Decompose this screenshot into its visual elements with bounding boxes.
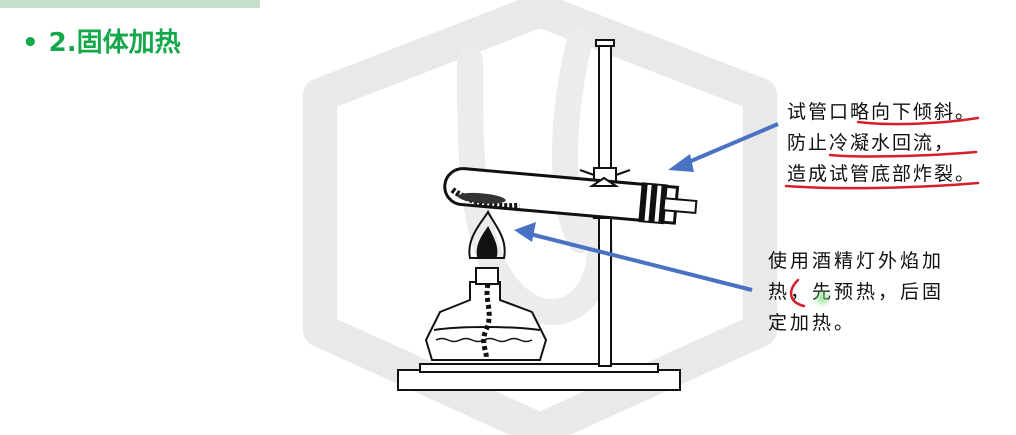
lamp-heating-note: 使用酒精灯外焰加 热，先预热，后固 定加热。 bbox=[768, 246, 944, 339]
arrows bbox=[514, 122, 779, 292]
clamp-boss bbox=[579, 167, 631, 183]
section-heading: • 2.固体加热 bbox=[22, 26, 181, 60]
stand-base bbox=[397, 363, 681, 391]
top-title-remnant bbox=[0, 0, 260, 8]
flame bbox=[468, 209, 506, 259]
tube-note-line-1: 试管口略向下倾斜。 bbox=[787, 101, 977, 123]
lamp-note-line-3: 定加热。 bbox=[768, 312, 857, 334]
tube-note-line-2: 防止冷凝水回流， bbox=[787, 132, 956, 154]
pointer-dot bbox=[812, 288, 832, 308]
alcohol-lamp bbox=[424, 267, 548, 361]
test-tube bbox=[443, 167, 698, 225]
lamp-note-line-1: 使用酒精灯外焰加 bbox=[768, 250, 945, 272]
lamp-note-line-2: 热，先预热，后固 bbox=[768, 281, 945, 303]
clamp-jaws bbox=[588, 176, 620, 187]
tube-angle-note: 试管口略向下倾斜。 防止冷凝水回流， 造成试管底部炸裂。 bbox=[787, 97, 976, 190]
heading-text: 2.固体加热 bbox=[48, 28, 181, 58]
heading-bullet: • bbox=[22, 28, 39, 58]
tube-note-line-3: 造成试管底部炸裂。 bbox=[787, 163, 977, 185]
